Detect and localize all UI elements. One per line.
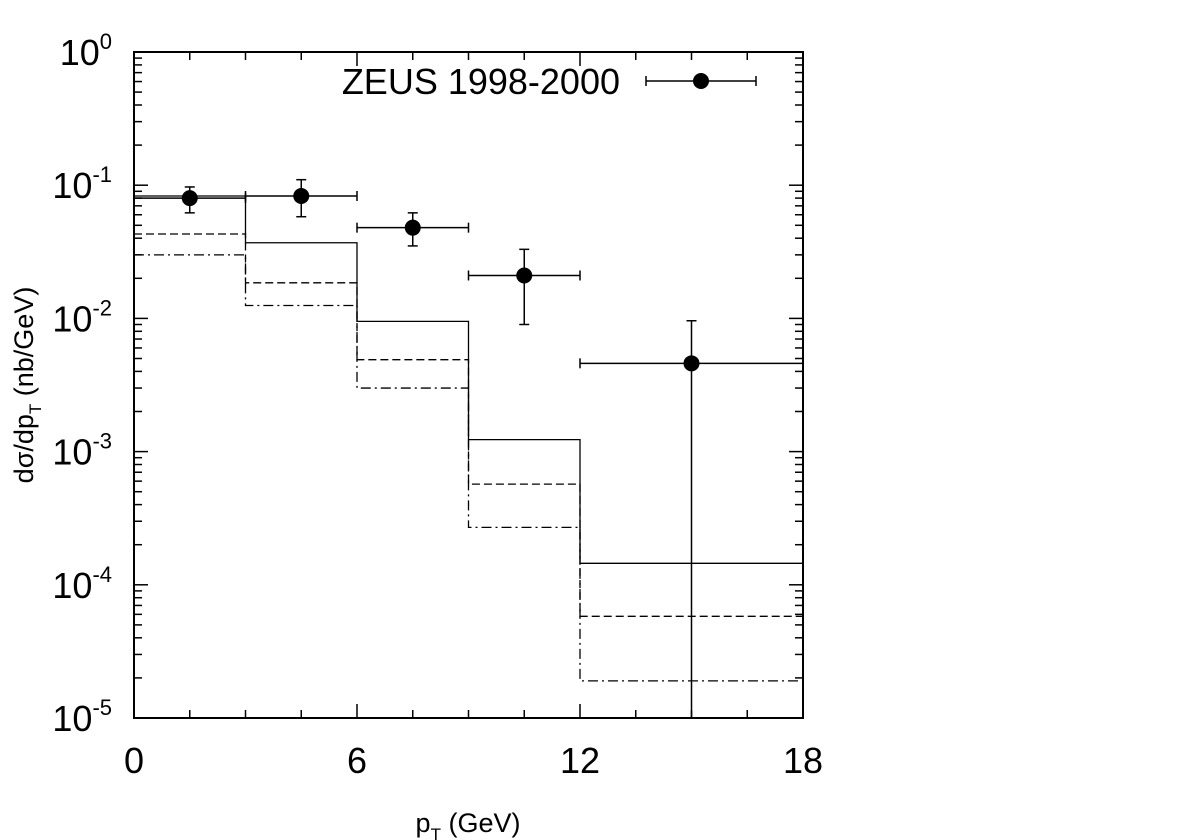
y-tick-labels: 100 10-1 10-2 10-3 10-4 10-5 xyxy=(52,29,112,739)
x-tick-label: 6 xyxy=(347,740,367,781)
x-tick-label: 12 xyxy=(560,740,600,781)
data-marker xyxy=(181,190,198,207)
x-tick-label: 0 xyxy=(124,740,144,781)
data-marker xyxy=(404,219,421,236)
data-marker xyxy=(516,267,533,284)
y-tick-label: 10-1 xyxy=(52,162,112,206)
data-point xyxy=(467,248,581,326)
data-marker xyxy=(683,355,700,372)
y-tick-label: 10-4 xyxy=(52,562,112,606)
plot-frame xyxy=(133,51,804,719)
model-histograms xyxy=(134,195,803,682)
legend-label: ZEUS 1998-2000 xyxy=(342,61,620,102)
x-axis-label: pT (GeV) xyxy=(416,808,521,840)
data-point xyxy=(356,212,470,247)
axis-ticks xyxy=(133,51,804,719)
data-point xyxy=(579,320,804,718)
legend: ZEUS 1998-2000 xyxy=(342,61,757,102)
y-tick-label: 100 xyxy=(60,29,112,73)
data-point xyxy=(133,186,247,214)
data-point xyxy=(244,178,358,218)
data-marker xyxy=(293,187,310,204)
x-tick-label: 18 xyxy=(783,740,823,781)
y-tick-label: 10-5 xyxy=(52,695,112,739)
legend-marker xyxy=(693,73,709,89)
y-tick-label: 10-3 xyxy=(52,429,112,473)
y-tick-label: 10-2 xyxy=(52,295,112,339)
histogram-dash-dot xyxy=(134,254,803,682)
x-tick-labels: 0 6 12 18 xyxy=(124,740,823,781)
data-points xyxy=(133,178,804,718)
y-axis-label: dσ/dpT (nb/GeV) xyxy=(9,287,45,484)
